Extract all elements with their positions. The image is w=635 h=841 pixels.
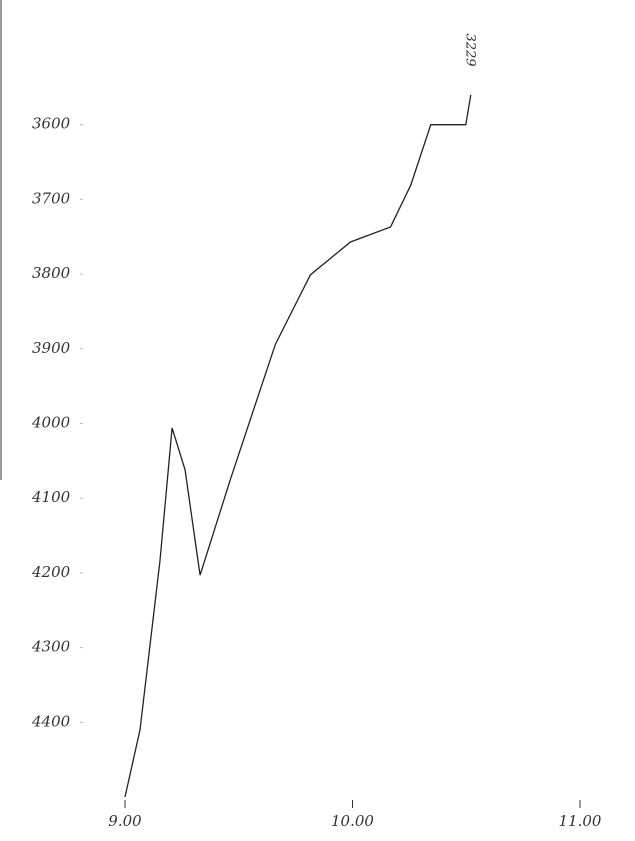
y-tick-label: 3600 [32, 115, 71, 133]
y-tick-label: 4100 [31, 488, 71, 506]
y-tick-label: 3800 [32, 264, 71, 282]
x-tick-label: 9.00 [108, 812, 142, 830]
y-tick-label: 4200 [31, 563, 71, 581]
line [125, 95, 471, 797]
y-tick-label: 3900 [32, 339, 71, 357]
x-tick-label: 10.00 [331, 812, 374, 830]
x-tick-label: 11.00 [559, 812, 602, 830]
y-tick-label: 4400 [31, 712, 71, 730]
y-tick-label: 3700 [32, 189, 71, 207]
chart: 3229 3600 3700 3800 3900 4000 4100 4200 4300 440… [0, 0, 635, 841]
y-tick-label: 4000 [31, 414, 71, 432]
y-tick-label: 4300 [31, 638, 71, 656]
annotation: 3229 [463, 33, 478, 66]
